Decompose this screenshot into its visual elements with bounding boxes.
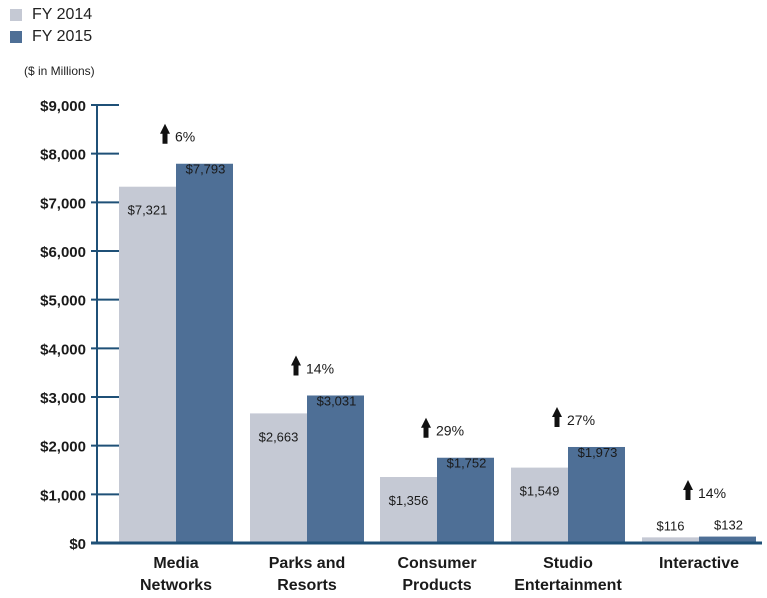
y-tick-label-8: $8,000 [40,147,86,164]
bar-fy2014-2 [380,477,437,543]
category-label-1-0: Parks and [269,555,345,572]
category-label-0-1: Networks [140,577,212,594]
y-tick-label-1: $1,000 [40,487,86,504]
unit-label: ($ in Millions) [24,64,95,78]
growth-label-4: 14% [698,485,726,501]
category-label-3-0: Studio [543,555,593,572]
category-label-0-0: Media [153,555,198,572]
value-label-fy2015-1: $3,031 [317,393,357,408]
legend-item-fy2014: FY 2014 [10,4,92,26]
category-label-2-1: Products [402,577,471,594]
growth-arrow-icon-4 [683,480,693,500]
legend-item-fy2015: FY 2015 [10,26,92,48]
legend: FY 2014 FY 2015 [10,4,92,48]
growth-label-0: 6% [175,129,195,145]
bar-fy2014-4 [642,537,699,543]
value-label-fy2015-2: $1,752 [447,456,487,471]
y-tick-label-5: $5,000 [40,293,86,310]
growth-arrow-icon-3 [552,406,562,427]
y-tick-label-9: $9,000 [40,98,86,115]
legend-label-fy2015: FY 2015 [32,28,93,45]
legend-swatch-fy2014 [10,9,22,21]
y-tick-label-3: $3,000 [40,390,86,407]
bar-fy2015-2 [437,457,494,543]
y-tick-label-4: $4,000 [40,341,86,358]
value-label-fy2014-4: $116 [657,518,685,533]
bar-fy2015-3 [568,446,625,543]
category-label-4-0: Interactive [659,555,739,572]
value-label-fy2014-2: $1,356 [389,493,429,508]
growth-arrow-icon-0 [160,123,170,144]
growth-arrow-icon-2 [421,417,431,438]
bar-fy2015-0 [176,163,233,543]
bar-fy2014-1 [250,413,307,543]
bar-fy2014-3 [511,467,568,543]
growth-label-3: 27% [567,412,595,428]
value-label-fy2015-0: $7,793 [186,162,226,177]
value-label-fy2015-4: $132 [714,518,743,533]
legend-swatch-fy2015 [10,31,22,43]
value-label-fy2014-3: $1,549 [520,484,560,499]
y-tick-label-6: $6,000 [40,244,86,261]
value-label-fy2014-0: $7,321 [128,203,168,218]
category-label-2-0: Consumer [397,555,476,572]
legend-label-fy2014: FY 2014 [32,6,93,23]
growth-label-1: 14% [306,360,334,376]
category-label-1-1: Resorts [277,577,337,594]
y-tick-label-0: $0 [69,536,86,553]
bar-fy2015-1 [307,395,364,543]
value-label-fy2015-3: $1,973 [578,445,618,460]
y-tick-label-7: $7,000 [40,195,86,212]
category-label-3-1: Entertainment [514,577,622,594]
bar-fy2015-4 [699,536,756,543]
y-tick-label-2: $2,000 [40,439,86,456]
value-label-fy2014-1: $2,663 [259,429,299,444]
bar-fy2014-0 [119,186,176,543]
growth-arrow-icon-1 [291,355,301,376]
growth-label-2: 29% [436,423,464,439]
